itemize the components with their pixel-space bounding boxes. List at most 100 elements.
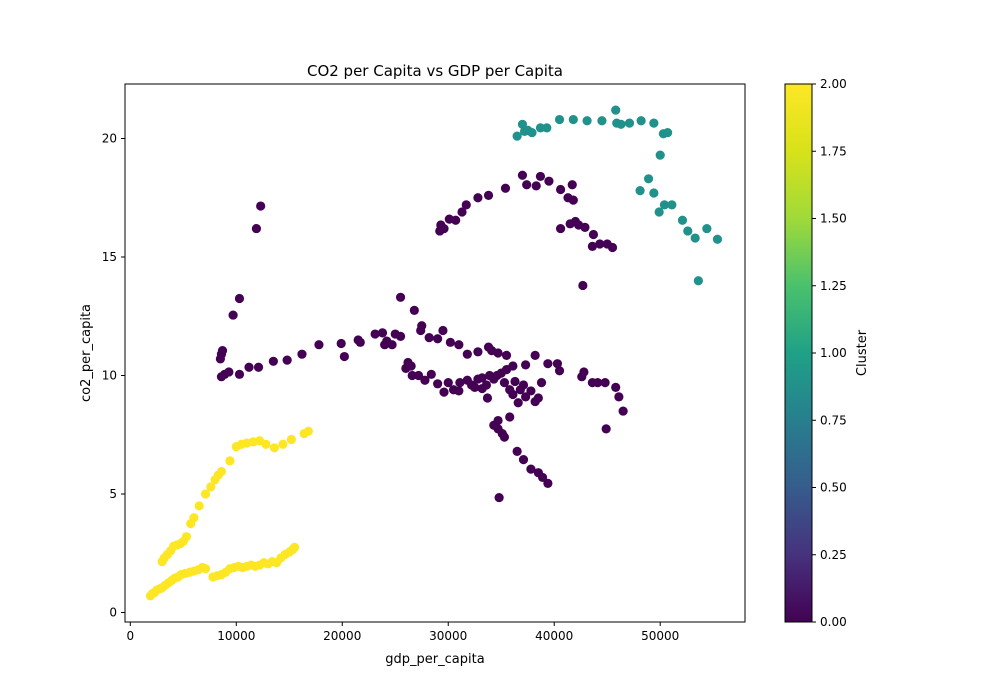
data-point-cluster-0: [454, 340, 464, 350]
data-point-cluster-1: [654, 207, 664, 217]
data-point-cluster-0: [417, 321, 427, 331]
data-point-cluster-0: [568, 195, 578, 205]
data-point-cluster-0: [513, 398, 523, 408]
data-point-cluster-1: [624, 118, 635, 128]
colorbar-tick-label: 0.75: [820, 413, 847, 427]
data-point-cluster-1: [635, 186, 645, 196]
data-point-cluster-0: [521, 392, 531, 402]
data-point-cluster-0: [455, 378, 465, 388]
data-point-cluster-0: [611, 382, 621, 392]
data-point-cluster-0: [217, 346, 228, 356]
data-point-cluster-1: [649, 118, 659, 128]
data-point-cluster-0: [543, 359, 553, 369]
y-tick-label: 10: [102, 369, 117, 383]
data-point-cluster-0: [517, 170, 528, 180]
data-point-cluster-0: [234, 369, 245, 379]
x-tick-label: 30000: [429, 629, 467, 643]
data-point-cluster-1: [535, 123, 546, 133]
data-point-cluster-0: [587, 241, 597, 251]
data-point-cluster-1: [693, 276, 703, 286]
data-point-cluster-0: [607, 242, 618, 253]
data-point-cluster-0: [508, 361, 518, 371]
data-point-cluster-0: [536, 378, 547, 388]
data-point-cluster-1: [659, 200, 670, 210]
data-point-cluster-0: [508, 389, 518, 400]
data-point-cluster-0: [552, 359, 563, 369]
data-point-cluster-0: [618, 406, 628, 416]
data-point-cluster-0: [526, 386, 536, 396]
colorbar-tick-label: 0.00: [820, 615, 847, 629]
data-point-cluster-0: [522, 180, 532, 190]
data-point-cluster-0: [518, 455, 529, 465]
data-point-cluster-0: [370, 329, 380, 339]
data-point-cluster-0: [483, 190, 494, 200]
colorbar-tick-label: 0.50: [820, 481, 847, 495]
y-axis-label: co2_per_capita: [79, 304, 94, 402]
data-point-cluster-2: [289, 542, 300, 552]
data-point-cluster-2: [286, 434, 296, 445]
data-point-cluster-0: [555, 223, 566, 234]
data-point-cluster-0: [377, 328, 388, 338]
colorbar-tick-label: 2.00: [820, 77, 847, 91]
data-point-cluster-0: [426, 369, 436, 379]
data-point-cluster-1: [636, 116, 646, 126]
data-point-cluster-0: [409, 305, 419, 315]
data-point-cluster-0: [600, 378, 610, 388]
y-tick-label: 15: [102, 250, 117, 264]
data-point-cluster-0: [413, 370, 424, 381]
y-tick-label: 5: [109, 487, 117, 501]
data-point-cluster-0: [493, 415, 503, 426]
data-point-cluster-2: [261, 439, 271, 449]
colorbar-tick-label: 1.00: [820, 346, 847, 360]
colorbar-tick-label: 1.75: [820, 144, 847, 158]
data-point-cluster-0: [493, 348, 503, 358]
data-point-cluster-0: [554, 366, 565, 376]
x-axis: 0 10000 20000 30000 40000 50000: [126, 622, 679, 643]
data-point-cluster-0: [336, 338, 346, 349]
data-point-cluster-0: [505, 412, 515, 422]
data-point-cluster-1: [667, 200, 677, 210]
data-point-cluster-0: [282, 355, 292, 365]
data-point-cluster-1: [649, 188, 659, 198]
data-point-cluster-1: [643, 174, 654, 184]
data-point-cluster-2: [181, 532, 192, 542]
data-point-cluster-0: [567, 180, 577, 190]
x-tick-label: 20000: [323, 629, 361, 643]
data-point-cluster-0: [588, 229, 599, 240]
data-points: [145, 105, 723, 601]
data-point-cluster-2: [200, 564, 211, 574]
x-tick-label: 50000: [641, 629, 679, 643]
x-tick-label: 40000: [535, 629, 573, 643]
data-point-cluster-2: [278, 439, 288, 449]
data-point-cluster-0: [521, 360, 531, 370]
data-point-cluster-0: [533, 393, 543, 403]
data-point-cluster-1: [712, 234, 723, 244]
data-point-cluster-0: [510, 376, 520, 387]
data-point-cluster-0: [537, 472, 548, 483]
data-point-cluster-0: [253, 362, 264, 372]
data-point-cluster-0: [500, 183, 511, 193]
data-point-cluster-0: [224, 367, 234, 377]
data-point-cluster-1: [527, 127, 537, 138]
data-point-cluster-1: [542, 123, 552, 133]
data-point-cluster-0: [268, 356, 278, 366]
data-point-cluster-1: [702, 223, 712, 234]
data-point-cluster-0: [543, 478, 553, 488]
data-point-cluster-0: [228, 310, 238, 320]
data-point-cluster-0: [461, 200, 471, 210]
data-point-cluster-2: [225, 456, 235, 466]
plot-frame: [124, 83, 746, 623]
data-point-cluster-0: [355, 337, 365, 347]
data-point-cluster-0: [595, 239, 605, 249]
data-point-cluster-0: [406, 361, 416, 371]
y-tick-label: 0: [109, 606, 117, 620]
data-point-cluster-0: [530, 350, 540, 360]
data-point-cluster-0: [420, 375, 430, 385]
data-point-cluster-0: [433, 334, 443, 344]
colorbar-label: Cluster: [855, 329, 870, 376]
data-point-cluster-0: [555, 184, 566, 195]
data-point-cluster-1: [690, 233, 700, 243]
data-point-cluster-0: [470, 382, 480, 392]
data-point-cluster-0: [244, 362, 254, 372]
